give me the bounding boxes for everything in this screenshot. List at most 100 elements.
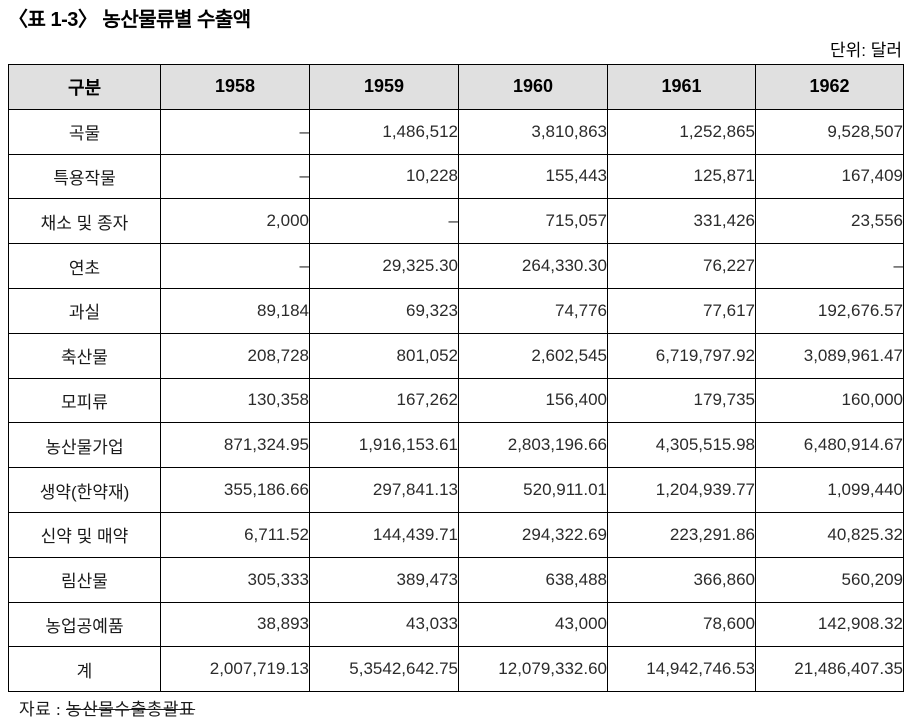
value-cell: 2,007,719.13 — [160, 646, 310, 693]
table-row-total: 계 2,007,719.13 5,3542,642.75 12,079,332.… — [8, 646, 904, 693]
value-cell: 155,443 — [458, 153, 608, 200]
value-cell: 520,911.01 — [458, 467, 608, 513]
value-cell: 21,486,407.35 — [755, 646, 904, 693]
value-cell: – — [160, 153, 310, 200]
value-cell: 638,488 — [458, 556, 608, 603]
value-cell: 142,908.32 — [755, 601, 904, 648]
category-cell: 농업공예품 — [8, 601, 161, 648]
value-cell: 4,305,515.98 — [607, 422, 756, 469]
value-cell: 38,893 — [160, 601, 310, 648]
value-cell: 156,400 — [458, 377, 608, 424]
value-cell: – — [309, 198, 459, 245]
column-header: 1960 — [458, 64, 608, 110]
column-header: 1958 — [160, 64, 310, 110]
value-cell: 3,089,961.47 — [755, 332, 904, 379]
value-cell: 43,033 — [309, 601, 459, 648]
value-cell: – — [755, 243, 904, 289]
value-cell: 297,841.13 — [309, 467, 459, 513]
category-cell: 생약(한약재) — [8, 467, 161, 513]
value-cell: 144,439.71 — [309, 511, 459, 558]
table-row: 채소 및 종자 2,000 – 715,057 331,426 23,556 — [8, 198, 904, 245]
value-cell: 1,486,512 — [309, 108, 459, 155]
value-cell: 43,000 — [458, 601, 608, 648]
value-cell: 78,600 — [607, 601, 756, 648]
value-cell: 6,480,914.67 — [755, 422, 904, 469]
category-cell: 농산물가업 — [8, 422, 161, 469]
value-cell: 6,711.52 — [160, 511, 310, 558]
category-cell: 신약 및 매약 — [8, 511, 161, 558]
value-cell: 801,052 — [309, 332, 459, 379]
value-cell: 223,291.86 — [607, 511, 756, 558]
value-cell: 560,209 — [755, 556, 904, 603]
value-cell: 12,079,332.60 — [458, 646, 608, 693]
table-row: 신약 및 매약 6,711.52 144,439.71 294,322.69 2… — [8, 511, 904, 558]
header-row: 구분 1958 1959 1960 1961 1962 — [8, 64, 904, 110]
value-cell: 1,916,153.61 — [309, 422, 459, 469]
category-cell: 모피류 — [8, 377, 161, 424]
value-cell: 14,942,746.53 — [607, 646, 756, 693]
value-cell: 69,323 — [309, 287, 459, 334]
table-title: 〈표 1-3〉 농산물류별 수출액 — [8, 9, 251, 31]
value-cell: 871,324.95 — [160, 422, 310, 469]
category-cell: 축산물 — [8, 332, 161, 379]
table-row: 림산물 305,333 389,473 638,488 366,860 560,… — [8, 556, 904, 603]
value-cell: 130,358 — [160, 377, 310, 424]
value-cell: 294,322.69 — [458, 511, 608, 558]
value-cell: 40,825.32 — [755, 511, 904, 558]
value-cell: 74,776 — [458, 287, 608, 334]
value-cell: 29,325.30 — [309, 243, 459, 289]
table-row: 연초 – 29,325.30 264,330.30 76,227 – — [8, 243, 904, 289]
category-cell: 림산물 — [8, 556, 161, 603]
column-header: 1962 — [755, 64, 904, 110]
source-prefix: 자료 : — [19, 700, 67, 719]
source-name: 농산물수출총괄표 — [66, 700, 196, 719]
value-cell: 1,099,440 — [755, 467, 904, 513]
value-cell: 389,473 — [309, 556, 459, 603]
value-cell: 6,719,797.92 — [607, 332, 756, 379]
value-cell: 192,676.57 — [755, 287, 904, 334]
value-cell: 1,204,939.77 — [607, 467, 756, 513]
value-cell: 305,333 — [160, 556, 310, 603]
value-cell: 9,528,507 — [755, 108, 904, 155]
value-cell: 23,556 — [755, 198, 904, 245]
value-cell: – — [160, 108, 310, 155]
value-cell: 331,426 — [607, 198, 756, 245]
category-cell: 연초 — [8, 243, 161, 289]
source-note: 자료 : 농산물수출총괄표 — [19, 695, 195, 720]
category-cell: 채소 및 종자 — [8, 198, 161, 245]
value-cell: 2,000 — [160, 198, 310, 245]
table-row: 과실 89,184 69,323 74,776 77,617 192,676.5… — [8, 287, 904, 334]
value-cell: 167,262 — [309, 377, 459, 424]
value-cell: 2,803,196.66 — [458, 422, 608, 469]
value-cell: 355,186.66 — [160, 467, 310, 513]
value-cell: 208,728 — [160, 332, 310, 379]
table-row: 생약(한약재) 355,186.66 297,841.13 520,911.01… — [8, 467, 904, 513]
unit-label: 단위: 달러 — [829, 41, 902, 60]
table-row: 농업공예품 38,893 43,033 43,000 78,600 142,90… — [8, 601, 904, 648]
category-cell: 계 — [8, 646, 161, 693]
value-cell: 264,330.30 — [458, 243, 608, 289]
category-cell: 곡물 — [8, 108, 161, 155]
value-cell: 179,735 — [607, 377, 756, 424]
value-cell: 160,000 — [755, 377, 904, 424]
table-row: 농산물가업 871,324.95 1,916,153.61 2,803,196.… — [8, 422, 904, 469]
category-cell: 과실 — [8, 287, 161, 334]
column-header: 구분 — [8, 64, 161, 110]
value-cell: 5,3542,642.75 — [309, 646, 459, 693]
value-cell: – — [160, 243, 310, 289]
export-table: 구분 1958 1959 1960 1961 1962 곡물 – 1,486,5… — [8, 64, 904, 693]
value-cell: 77,617 — [607, 287, 756, 334]
table-row: 모피류 130,358 167,262 156,400 179,735 160,… — [8, 377, 904, 424]
value-cell: 715,057 — [458, 198, 608, 245]
table-row: 특용작물 – 10,228 155,443 125,871 167,409 — [8, 153, 904, 200]
value-cell: 3,810,863 — [458, 108, 608, 155]
value-cell: 1,252,865 — [607, 108, 756, 155]
value-cell: 2,602,545 — [458, 332, 608, 379]
table-row: 축산물 208,728 801,052 2,602,545 6,719,797.… — [8, 332, 904, 379]
value-cell: 89,184 — [160, 287, 310, 334]
column-header: 1959 — [309, 64, 459, 110]
value-cell: 167,409 — [755, 153, 904, 200]
value-cell: 10,228 — [309, 153, 459, 200]
value-cell: 76,227 — [607, 243, 756, 289]
